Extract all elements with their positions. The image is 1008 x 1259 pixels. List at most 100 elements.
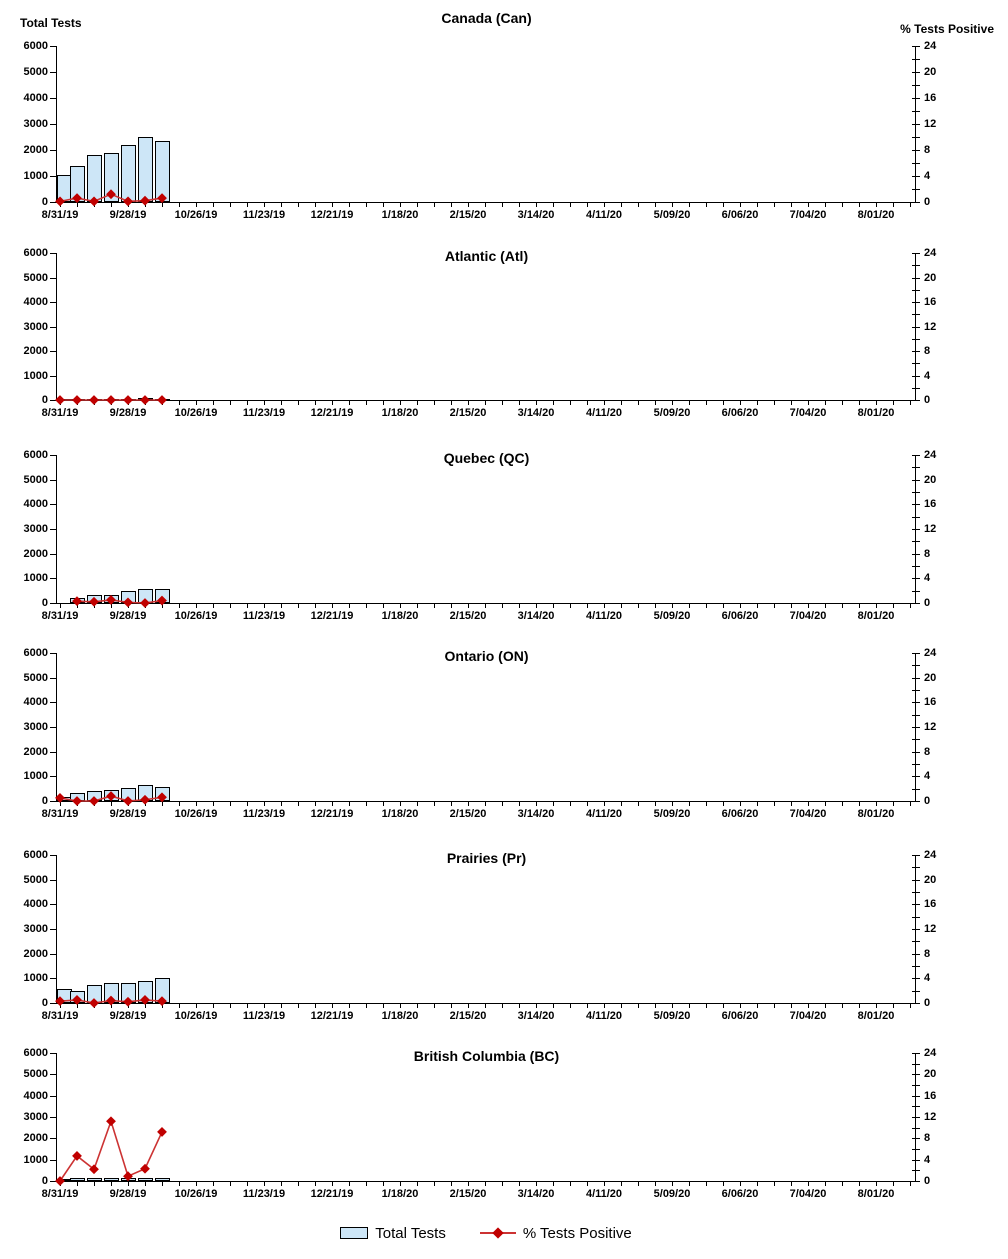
x-axis-tick	[60, 203, 61, 207]
x-axis-tick	[876, 203, 877, 207]
left-axis-tick	[50, 253, 57, 254]
x-axis-tick-label: 1/18/20	[381, 209, 419, 221]
x-axis-tick-label: 11/23/19	[242, 610, 286, 622]
x-axis-tick	[910, 401, 911, 405]
x-axis-tick	[587, 802, 588, 806]
bar-total-tests	[154, 589, 170, 603]
x-axis-tick	[876, 1004, 877, 1008]
x-axis-tick	[451, 401, 452, 405]
left-axis-tick-label: 2000	[23, 345, 48, 357]
x-axis-tick-label: 1/18/20	[381, 1010, 419, 1022]
bar-total-tests	[86, 594, 102, 603]
right-axis-tick-label: 8	[924, 745, 931, 758]
x-axis-tick-label: 11/23/19	[242, 209, 286, 221]
x-axis-tick	[808, 802, 809, 806]
x-axis-tick-label: 10/26/19	[174, 1188, 218, 1200]
x-axis-tick	[60, 401, 61, 405]
x-axis-tick	[672, 604, 673, 608]
left-axis-tick	[50, 176, 57, 177]
right-axis-tick-label: 8	[924, 947, 931, 960]
right-axis-tick	[912, 176, 920, 177]
left-axis-tick	[50, 504, 57, 506]
x-axis-tick	[706, 1004, 707, 1008]
x-axis-tick	[774, 802, 775, 806]
right-axis-tick	[912, 85, 920, 86]
right-axis-tick-label: 12	[924, 721, 937, 733]
right-axis-tick	[912, 529, 920, 530]
x-axis-tick-label: 5/09/20	[653, 407, 691, 419]
right-axis-tick	[912, 603, 920, 604]
x-axis-tick	[893, 802, 894, 806]
right-axis-tick	[912, 966, 920, 967]
right-axis-tick	[912, 1127, 920, 1129]
x-axis-tick-label: 8/31/19	[41, 1188, 79, 1200]
x-axis-tick	[366, 604, 367, 608]
x-axis-tick-label: 8/31/19	[41, 1010, 79, 1022]
x-axis-tick	[621, 401, 622, 405]
x-axis-tick	[774, 401, 775, 405]
x-axis-tick	[604, 203, 605, 207]
x-axis-tick	[145, 1182, 146, 1186]
left-axis-tick-label: 0	[41, 394, 48, 406]
x-axis-tick	[723, 203, 724, 207]
total-tests-swatch-icon	[340, 1227, 369, 1239]
left-axis-tick-label: 6000	[23, 849, 48, 861]
x-axis-tick-label: 2/15/20	[449, 610, 487, 622]
right-axis-tick	[912, 492, 920, 493]
x-axis-tick	[315, 401, 316, 405]
x-axis-tick	[536, 1004, 537, 1008]
right-axis-tick	[912, 1053, 920, 1054]
right-axis-tick	[912, 1159, 920, 1161]
x-axis-tick	[740, 1004, 741, 1008]
x-axis-tick	[60, 802, 61, 806]
x-axis-tick	[706, 604, 707, 608]
x-axis-tick-label: 4/11/20	[585, 808, 623, 820]
right-axis-tick	[912, 1063, 920, 1065]
x-axis-tick	[400, 802, 401, 806]
x-axis-tick	[638, 203, 639, 207]
right-axis-tick	[912, 1074, 920, 1076]
x-axis-tick	[213, 401, 214, 405]
bar-total-tests	[154, 786, 170, 801]
left-axis-tick	[50, 978, 57, 980]
x-axis-tick	[570, 401, 571, 405]
x-axis-tick	[570, 604, 571, 608]
x-axis-tick	[604, 604, 605, 608]
right-axis-tick	[912, 1117, 920, 1118]
x-axis-tick-label: 6/06/20	[721, 407, 759, 419]
x-axis-tick	[587, 401, 588, 405]
bar-total-tests	[103, 1178, 119, 1181]
right-axis-tick-label: 12	[924, 1111, 937, 1123]
right-axis-tick	[912, 776, 920, 778]
x-axis-tick-label: 2/15/20	[449, 407, 487, 419]
x-axis-tick	[247, 802, 248, 806]
x-axis-tick	[451, 1182, 452, 1186]
x-axis-tick	[383, 1182, 384, 1186]
x-axis-tick	[128, 1182, 129, 1186]
x-axis-tick	[655, 1182, 656, 1186]
x-axis-tick	[757, 802, 758, 806]
x-axis-tick-label: 12/21/19	[310, 209, 354, 221]
x-axis-tick	[604, 802, 605, 806]
left-axis-tick	[50, 455, 57, 456]
x-axis-tick	[757, 203, 758, 207]
x-axis-tick	[417, 604, 418, 608]
x-axis-tick	[77, 604, 78, 608]
right-axis-tick-label: 0	[924, 997, 931, 1009]
x-axis-tick	[77, 203, 78, 207]
x-axis-line	[56, 400, 920, 401]
bar-total-tests	[120, 787, 136, 801]
right-axis-tick	[912, 892, 920, 893]
x-axis-tick	[876, 1182, 877, 1186]
x-axis-line	[56, 801, 920, 802]
left-axis-tick-label: 2000	[23, 547, 48, 560]
right-axis-tick-label: 8	[924, 1132, 931, 1145]
right-axis-tick-label: 8	[924, 144, 931, 156]
x-axis-tick	[264, 802, 265, 806]
x-axis-tick	[859, 1182, 860, 1186]
x-axis-tick	[111, 401, 112, 405]
left-axis-tick	[50, 1159, 57, 1161]
x-axis-tick	[77, 401, 78, 405]
x-axis-tick	[689, 802, 690, 806]
